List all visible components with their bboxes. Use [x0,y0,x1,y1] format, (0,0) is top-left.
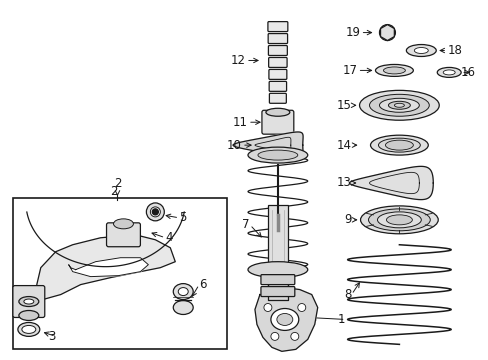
Ellipse shape [378,138,420,152]
Text: 12: 12 [230,54,245,67]
FancyBboxPatch shape [261,275,294,285]
Circle shape [152,209,158,215]
FancyBboxPatch shape [268,69,286,80]
Ellipse shape [370,135,427,155]
Ellipse shape [113,219,133,229]
Polygon shape [37,235,175,300]
FancyBboxPatch shape [106,223,140,247]
Ellipse shape [258,150,297,160]
Polygon shape [380,24,393,41]
Text: 4: 4 [165,231,172,244]
Ellipse shape [146,203,164,221]
Text: 9: 9 [344,213,351,226]
Ellipse shape [369,94,428,116]
Bar [267,205,287,270]
FancyBboxPatch shape [13,285,45,318]
FancyBboxPatch shape [268,45,287,55]
Circle shape [379,24,395,41]
Ellipse shape [387,101,409,109]
Polygon shape [233,132,303,158]
Ellipse shape [413,48,427,54]
Ellipse shape [22,325,36,333]
Text: 17: 17 [342,64,357,77]
Text: 10: 10 [226,139,242,152]
Text: 5: 5 [179,211,186,224]
Text: 18: 18 [447,44,461,57]
Bar [13,198,226,349]
FancyBboxPatch shape [269,93,286,103]
Text: 11: 11 [232,116,247,129]
FancyBboxPatch shape [268,58,286,67]
Text: 1: 1 [337,313,345,326]
Ellipse shape [276,314,292,325]
Text: 13: 13 [336,176,351,189]
Text: 15: 15 [336,99,351,112]
Text: 7: 7 [242,218,249,231]
FancyBboxPatch shape [267,22,287,32]
Text: 16: 16 [460,66,475,79]
Ellipse shape [19,297,39,306]
Polygon shape [254,288,317,351]
Ellipse shape [178,288,188,296]
Ellipse shape [150,207,160,217]
Ellipse shape [270,309,298,330]
Text: 19: 19 [345,26,360,39]
FancyBboxPatch shape [262,110,293,134]
Circle shape [383,28,390,37]
Circle shape [270,332,278,340]
Ellipse shape [377,212,421,228]
Ellipse shape [386,215,411,225]
Ellipse shape [247,262,307,278]
Ellipse shape [173,284,193,300]
Ellipse shape [383,67,405,74]
Ellipse shape [436,67,460,77]
Polygon shape [68,258,148,276]
Text: 2: 2 [114,177,121,190]
Ellipse shape [247,147,307,163]
Ellipse shape [406,45,435,57]
Ellipse shape [24,299,34,304]
Ellipse shape [442,70,454,75]
Circle shape [290,332,298,340]
FancyBboxPatch shape [261,287,294,297]
Polygon shape [349,166,432,199]
Ellipse shape [265,108,289,116]
Text: 8: 8 [344,288,351,301]
FancyBboxPatch shape [268,81,286,91]
Ellipse shape [360,206,437,234]
Text: 3: 3 [48,330,56,343]
Ellipse shape [394,103,404,107]
FancyBboxPatch shape [267,33,287,44]
Ellipse shape [19,310,39,320]
Text: 6: 6 [199,278,206,291]
Circle shape [264,303,271,311]
Ellipse shape [18,323,40,336]
Ellipse shape [359,90,438,120]
Ellipse shape [375,64,412,76]
Ellipse shape [368,209,429,231]
Text: 2: 2 [110,185,117,198]
Ellipse shape [385,140,412,150]
Bar [267,270,287,300]
Ellipse shape [379,98,419,112]
Ellipse shape [173,301,193,315]
Circle shape [297,303,305,311]
Text: 14: 14 [336,139,351,152]
